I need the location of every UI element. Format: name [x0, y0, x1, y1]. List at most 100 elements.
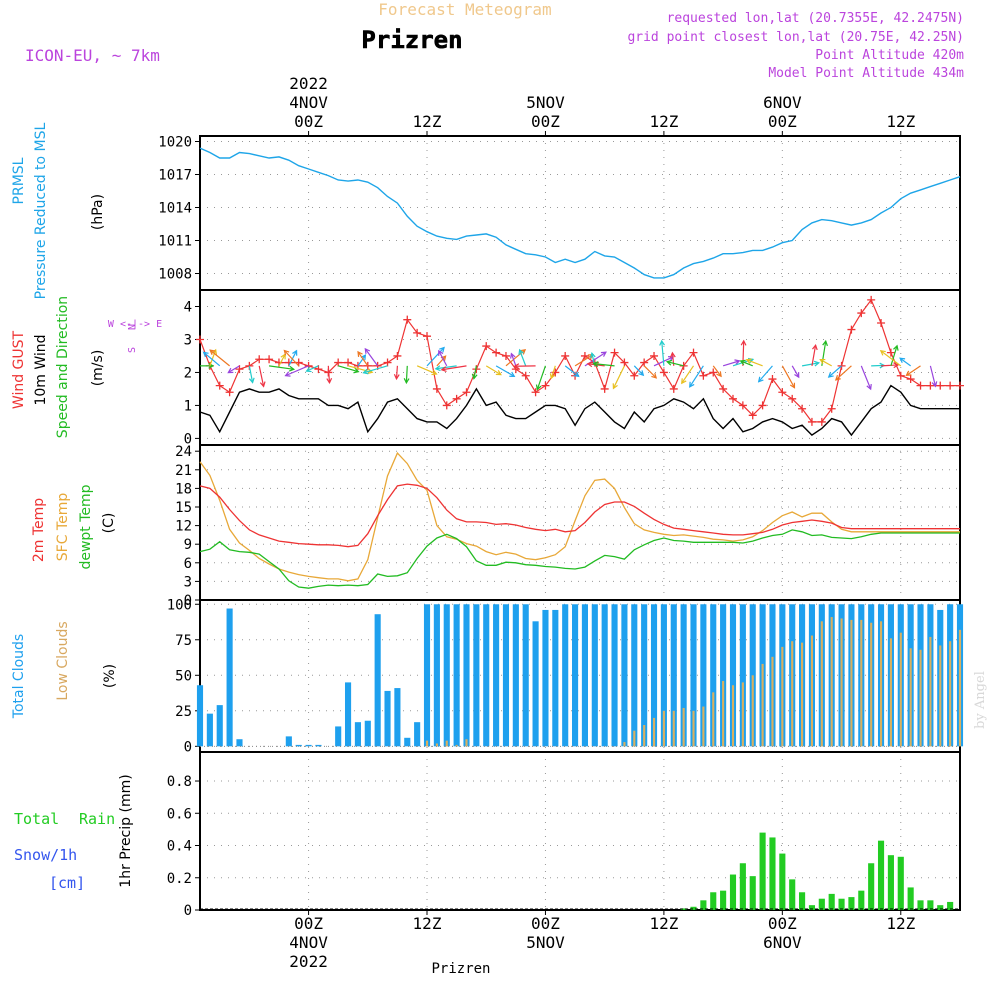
wind-direction-arrow: [593, 363, 615, 367]
total-cloud-bar: [285, 736, 292, 747]
total-cloud-bar: [601, 604, 608, 747]
wind-arrow-head: [893, 344, 899, 351]
wind-direction-arrow: [746, 359, 763, 367]
bottom-time-label: 12Z: [413, 914, 442, 933]
dewpt-temp-line: [199, 529, 960, 589]
temp-panel: 0 3 6 9 12 15 18 21 24: [175, 444, 961, 609]
gust-marker: [857, 309, 866, 318]
rain-bar: [720, 890, 727, 910]
total-cloud-bar: [414, 722, 421, 747]
wind-direction-arrow: [441, 365, 467, 371]
point-altitude: Point Altitude 420m: [815, 48, 964, 63]
low-cloud-bar: [870, 622, 873, 747]
wind-direction-arrow: [574, 354, 594, 367]
gust-marker: [561, 351, 570, 360]
gust-marker: [877, 318, 886, 327]
low-cloud-bar: [652, 717, 656, 747]
top-time-label: 12Z: [413, 112, 442, 131]
requested-location: requested lon,lat (20.7355E, 42.2475N): [667, 11, 964, 26]
wind-arrow-head: [431, 369, 438, 376]
wind-direction-arrow: [801, 362, 819, 367]
total-cloud-bar: [749, 604, 756, 747]
low-cloud-bar: [643, 725, 646, 747]
total-cloud-bar: [591, 604, 598, 747]
top-time-label: 00Z: [531, 112, 560, 131]
y-tick-label: 18: [175, 481, 192, 497]
y-tick-label: 0: [184, 593, 192, 609]
wind-direction-arrow: [258, 365, 265, 387]
wind-direction-arrow: [550, 365, 556, 379]
wind-direction-arrow: [906, 365, 921, 376]
rain-bar: [858, 890, 865, 910]
top-time-label: 4NOV: [289, 93, 328, 112]
y-tick-label: 0.6: [167, 806, 192, 822]
y-tick-label: 9: [184, 537, 192, 553]
y-tick-label: 50: [175, 668, 192, 684]
rain-bar: [848, 897, 855, 910]
wind-arrow-head: [905, 370, 912, 377]
gust-marker: [936, 381, 945, 390]
snow-label: Snow/1h: [14, 846, 77, 864]
credit-label: by Angel: [973, 671, 988, 729]
wind-arrow-head: [813, 360, 821, 367]
wind-arrow-head: [393, 374, 400, 381]
bottom-time-label: 00Z: [531, 914, 560, 933]
rain-bar: [907, 887, 914, 910]
wind-direction-arrow: [929, 365, 937, 387]
low-cloud-bar: [810, 635, 814, 747]
wind-arrow-head: [659, 339, 665, 346]
wind-direction-arrow: [536, 365, 547, 390]
gust-marker: [827, 404, 836, 413]
y-tick-label: 75: [175, 633, 192, 649]
wind-direction-arrow: [363, 365, 388, 374]
wind-direction-arrow: [612, 365, 625, 389]
wind-arrow-head: [513, 363, 520, 370]
wind-direction-arrow: [438, 350, 448, 367]
total-cloud-bar: [315, 744, 322, 747]
y-tick-label: 15: [175, 500, 192, 516]
wind-arrow-head: [739, 359, 746, 366]
wind-unit-label: (m/s): [90, 350, 106, 387]
wind-gust-line: [199, 298, 960, 423]
wind-speed-direction-label: Speed and Direction: [55, 296, 71, 438]
wind-arrow-head: [592, 361, 599, 367]
wind-arrow-head: [509, 371, 516, 377]
gust-marker: [798, 404, 807, 413]
total-cloud-bar: [443, 604, 450, 747]
low-cloud-bar: [860, 619, 863, 747]
rain-bar: [877, 840, 885, 910]
low-cloud-bar: [731, 685, 735, 747]
top-time-label: 00Z: [294, 112, 323, 131]
gust-marker: [462, 388, 471, 397]
total-cloud-bar: [710, 604, 717, 747]
wind-direction-arrow: [643, 365, 657, 379]
rain-bar: [729, 874, 737, 910]
rain-bar: [937, 905, 944, 910]
wind-direction-arrow: [835, 365, 852, 381]
low-cloud-bar: [692, 710, 695, 747]
wind-arrow-head: [288, 365, 296, 372]
precip-panel: 0 0.2 0.4 0.6 0.8: [167, 751, 961, 919]
wind-arrow-head: [292, 349, 298, 356]
panels: 1008101110141017102001234036912151821240…: [158, 135, 964, 919]
y-tick-label: 1008: [158, 267, 192, 283]
wind-direction-arrow: [821, 341, 827, 366]
wind-direction-arrow: [899, 357, 912, 367]
wind-arrow-head: [403, 378, 410, 385]
y-tick-label: 0: [184, 431, 192, 447]
gust-marker: [225, 388, 234, 397]
rain-bar: [917, 900, 924, 910]
top-time-label: 00Z: [768, 112, 797, 131]
wind-arrow-head: [434, 365, 441, 372]
total-cloud-bar: [404, 737, 411, 747]
wind-direction-arrow: [306, 365, 319, 372]
bottom-time-label: 6NOV: [763, 933, 802, 952]
model-point-altitude: Model Point Altitude 434m: [768, 66, 964, 81]
gust-marker: [541, 381, 550, 390]
wind-arrow-head: [573, 371, 580, 378]
wind-arrow-head: [681, 378, 687, 385]
wind-arrow-head: [520, 348, 527, 355]
wind-direction-arrow: [758, 365, 773, 383]
wind-direction-arrow: [519, 349, 527, 367]
wind-arrow-head: [740, 339, 747, 346]
